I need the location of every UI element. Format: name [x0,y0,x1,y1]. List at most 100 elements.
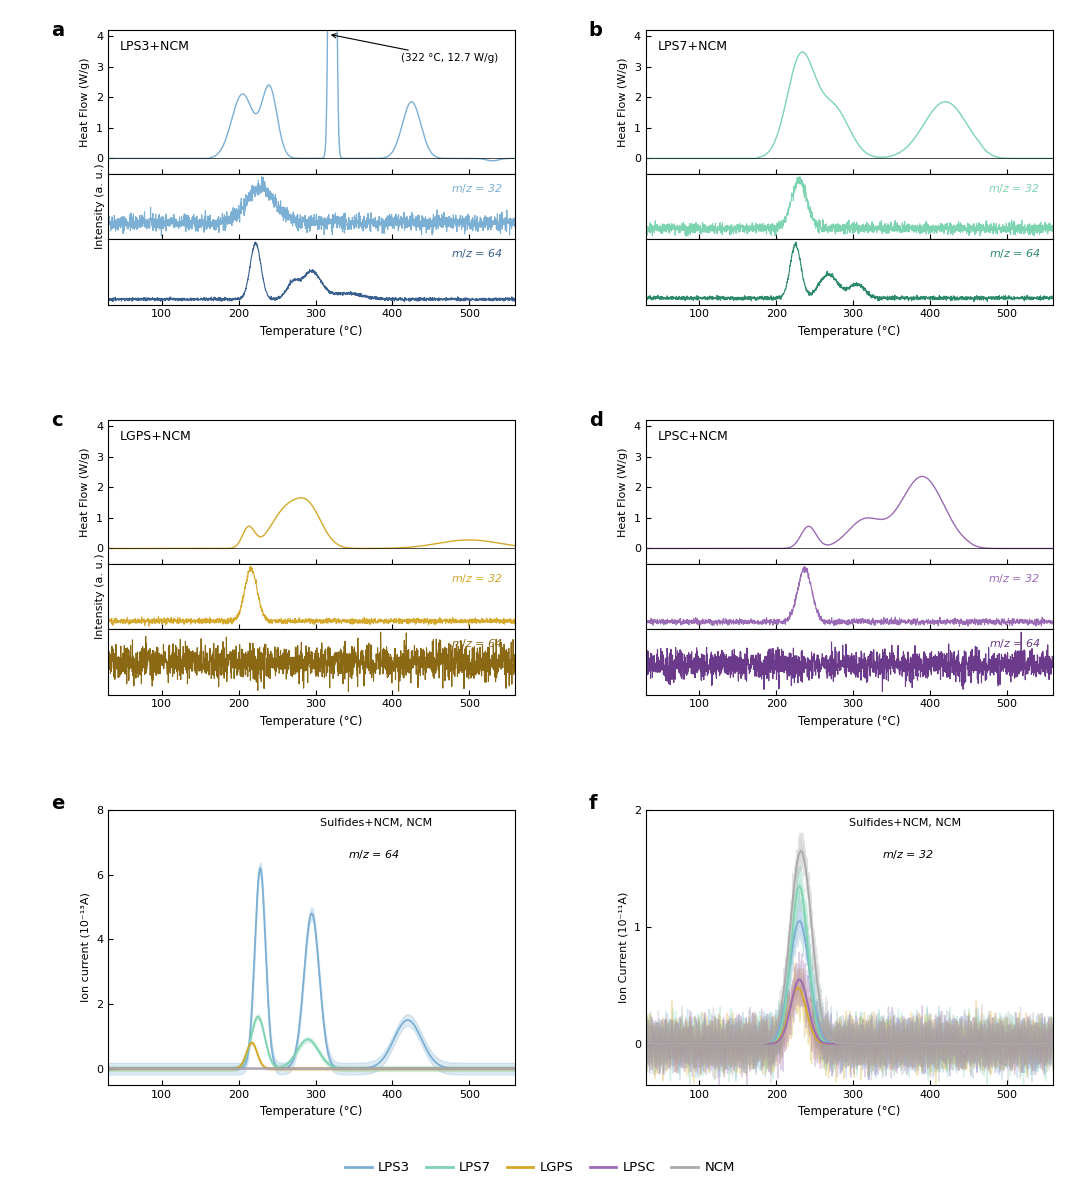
Text: $m/z$ = 32: $m/z$ = 32 [450,181,503,194]
NCM [1035,1037,1048,1051]
Line: LGPS: LGPS [108,1043,515,1068]
LGPS [422,1061,435,1075]
LPS7 [1035,1037,1048,1051]
Y-axis label: Heat Flow (W/g): Heat Flow (W/g) [80,447,91,536]
NCM [660,1037,673,1051]
NCM [1035,1037,1048,1051]
LPS7 [660,1037,673,1051]
LPS3 [1047,1037,1059,1051]
NCM [102,1061,114,1075]
LGPS [660,1037,673,1051]
LPS3 [509,1061,522,1075]
X-axis label: Temperature (°C): Temperature (°C) [798,715,901,728]
LPSC [497,1061,510,1075]
LPS7 [639,1037,652,1051]
Y-axis label: Heat Flow (W/g): Heat Flow (W/g) [618,447,629,536]
Text: e: e [51,794,65,813]
LPSC [102,1061,114,1075]
LPS3 [289,1044,302,1058]
LPS7 [826,1037,839,1051]
Y-axis label: Heat Flow (W/g): Heat Flow (W/g) [618,57,629,147]
Text: Sulfides+NCM, NCM: Sulfides+NCM, NCM [849,818,961,828]
LGPS [509,1061,522,1075]
Line: LPS7: LPS7 [646,886,1053,1044]
LGPS [300,1061,313,1075]
LGPS [960,1037,973,1051]
LPS7 [300,1032,313,1047]
LPS3 [1035,1037,1048,1051]
LGPS [1035,1037,1048,1051]
NCM [122,1061,135,1075]
LPS3 [826,1036,839,1050]
LPS7 [1047,1037,1059,1051]
LPSC [1047,1037,1059,1051]
LPS7 [509,1061,522,1075]
Legend: LPS3, LPS7, LGPS, LPSC, NCM: LPS3, LPS7, LGPS, LPSC, NCM [340,1156,740,1179]
LPS7 [960,1037,973,1051]
LPS7 [102,1061,114,1075]
LPSC [1035,1037,1048,1051]
LPS7 [422,1061,435,1075]
Text: LPSC+NCM: LPSC+NCM [658,430,729,443]
LPSC [1035,1037,1048,1051]
LGPS [792,981,805,995]
LPSC [497,1061,510,1075]
Line: LGPS: LGPS [646,988,1053,1044]
LPSC [837,1037,850,1051]
LPS7 [793,879,806,893]
Text: $m/z$ = 64: $m/z$ = 64 [451,247,503,260]
Y-axis label: Intensity (a. u.): Intensity (a. u.) [95,163,105,249]
LPS3 [254,861,267,875]
NCM [837,1037,850,1051]
LGPS [1047,1037,1059,1051]
Line: LPS3: LPS3 [646,921,1053,1044]
LPS7 [497,1061,510,1075]
LPSC [826,1037,839,1051]
Text: $m/z$ = 32: $m/z$ = 32 [988,572,1041,584]
LPS7 [252,1010,265,1024]
Text: $m/z$ = 32: $m/z$ = 32 [450,572,503,584]
X-axis label: Temperature (°C): Temperature (°C) [798,325,901,339]
Y-axis label: Heat Flow (W/g): Heat Flow (W/g) [80,57,91,147]
LPS3 [300,940,313,955]
LPS3 [497,1061,510,1075]
LPS3 [960,1037,973,1051]
Text: $m/z$ = 32: $m/z$ = 32 [988,181,1041,194]
LPS3 [639,1037,652,1051]
LPS3 [102,1061,114,1075]
Y-axis label: Intensity (a. u.): Intensity (a. u.) [95,554,105,639]
Text: $m/z$ = 64: $m/z$ = 64 [349,849,401,862]
NCM [639,1037,652,1051]
LGPS [245,1036,258,1050]
LGPS [289,1061,302,1075]
NCM [826,1035,839,1049]
NCM [795,844,808,858]
NCM [497,1061,510,1075]
LPS7 [837,1037,850,1051]
X-axis label: Temperature (°C): Temperature (°C) [260,325,363,339]
LPS7 [1035,1037,1048,1051]
Line: LPSC: LPSC [646,980,1053,1044]
LPS7 [497,1061,510,1075]
Y-axis label: Ion Current (10⁻¹¹A): Ion Current (10⁻¹¹A) [618,892,629,1002]
Text: LPS3+NCM: LPS3+NCM [120,39,190,52]
LGPS [498,1061,511,1075]
NCM [288,1061,301,1075]
LPS7 [289,1047,302,1061]
LPSC [509,1061,522,1075]
Text: Sulfides+NCM, NCM: Sulfides+NCM, NCM [320,818,432,828]
LPS3 [660,1037,673,1051]
NCM [299,1061,312,1075]
NCM [1047,1037,1059,1051]
LGPS [122,1061,135,1075]
X-axis label: Temperature (°C): Temperature (°C) [798,1105,901,1118]
NCM [960,1037,973,1051]
NCM [509,1061,522,1075]
Text: c: c [51,411,63,430]
LPS3 [1035,1037,1048,1051]
LGPS [639,1037,652,1051]
LPSC [639,1037,652,1051]
LPS3 [497,1061,510,1075]
Text: LGPS+NCM: LGPS+NCM [120,430,192,443]
Text: $m/z$ = 64: $m/z$ = 64 [988,247,1041,260]
